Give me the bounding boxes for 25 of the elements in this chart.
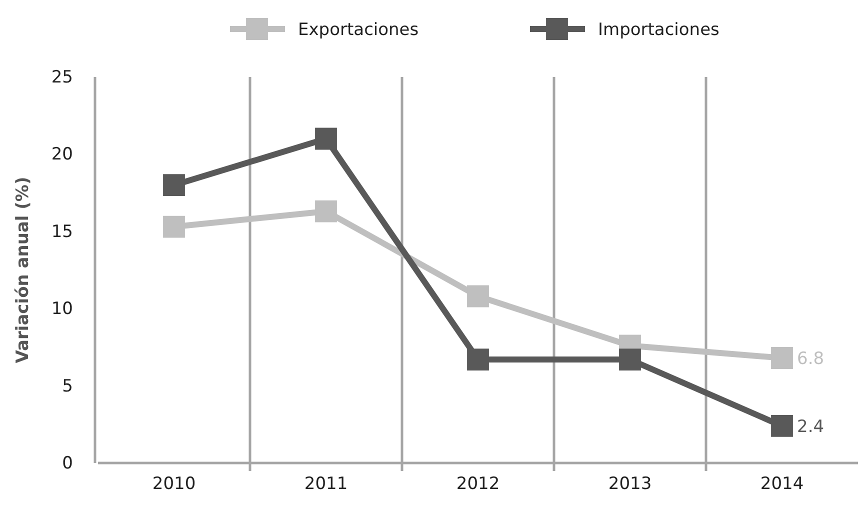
x-tick-label: 2011: [304, 474, 348, 494]
y-tick-label: 0: [62, 453, 73, 474]
point: [163, 216, 185, 238]
point: [163, 174, 185, 196]
x-tick-label: 2014: [760, 474, 804, 494]
y-tick-label: 15: [51, 222, 73, 242]
point: [771, 347, 793, 369]
y-axis-title: Variación anual (%): [13, 176, 33, 364]
data-label: 2.4: [797, 416, 824, 437]
y-tick-label: 20: [51, 144, 73, 165]
point: [619, 348, 641, 371]
y-tick-label: 5: [62, 376, 73, 396]
point: [467, 348, 489, 371]
point: [315, 128, 337, 150]
point: [771, 414, 793, 437]
x-tick-label: 2013: [608, 474, 652, 494]
point: [467, 285, 489, 308]
y-tick-label: 10: [51, 299, 73, 320]
x-tick-label: 2010: [152, 474, 196, 494]
point: [315, 200, 337, 222]
x-tick-label: 2012: [456, 474, 500, 494]
y-tick-label: 25: [51, 67, 73, 88]
data-label: 6.8: [797, 349, 824, 370]
legend-label: Importaciones: [598, 20, 720, 40]
legend-label: Exportaciones: [298, 20, 419, 40]
